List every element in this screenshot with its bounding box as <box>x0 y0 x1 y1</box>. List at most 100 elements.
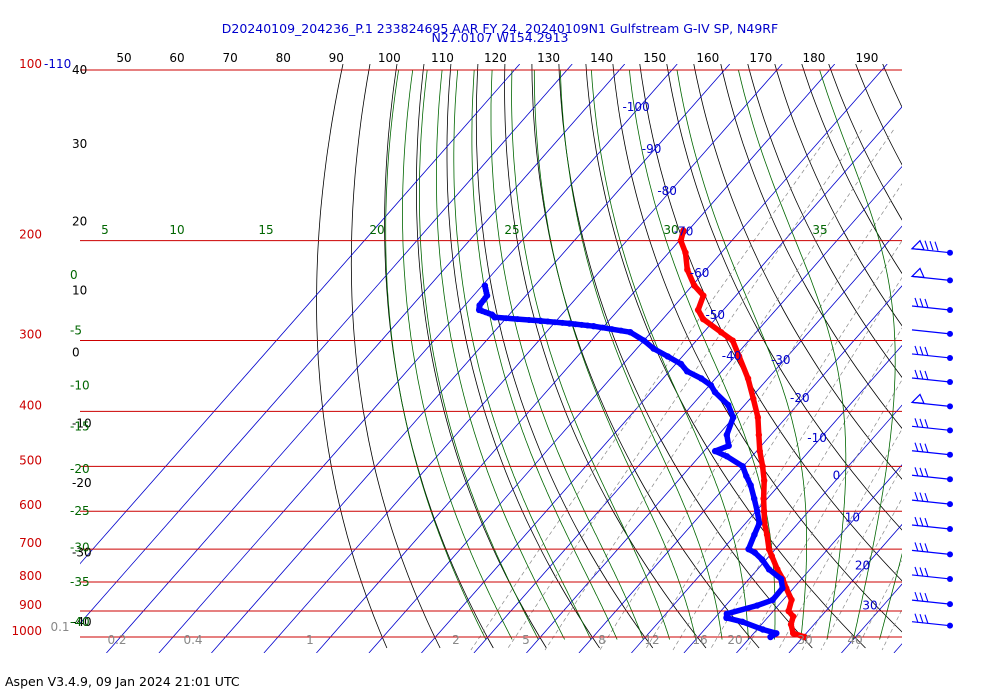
data-point <box>777 575 785 583</box>
pressure-tick-label: 100 <box>19 57 42 71</box>
wind-barb-feather <box>919 418 924 428</box>
isotherm-label: -50 <box>705 308 725 322</box>
wind-barb-feather <box>914 467 919 477</box>
data-point <box>763 531 771 538</box>
data-point <box>725 401 732 409</box>
isotherm-label: -70 <box>674 225 694 239</box>
dry-adiabat-line <box>693 64 902 480</box>
wind-barb-feather <box>919 567 924 577</box>
pressure-tick-label: 300 <box>19 328 42 342</box>
wind-barb-feather <box>924 567 929 578</box>
data-point <box>756 520 763 527</box>
moist-adiabat-line <box>453 69 592 640</box>
data-point <box>691 282 698 289</box>
data-point <box>760 477 768 484</box>
data-point <box>751 549 759 556</box>
plot-area <box>80 64 1000 653</box>
data-point <box>756 447 763 455</box>
wind-barb-pennant <box>910 239 925 251</box>
data-point <box>711 447 719 455</box>
left-scale-label: 0 <box>72 346 80 360</box>
wind-barb-feather <box>919 443 924 453</box>
wind-barb-station <box>947 451 953 458</box>
wind-barb-pennant <box>910 393 925 405</box>
data-point <box>723 453 731 460</box>
pressure-tick-label: 900 <box>19 598 42 612</box>
moist-adiabat-line <box>559 69 723 640</box>
data-point <box>680 227 687 234</box>
wind-barb-station <box>947 306 953 313</box>
isotherm-label: -80 <box>657 184 677 198</box>
isotherm-label: -30 <box>771 353 791 367</box>
moist-adiabat-line <box>511 69 670 640</box>
mixing-ratio-label: 0.1 <box>50 620 69 634</box>
wind-barb-staff <box>911 329 951 335</box>
theta-e-label: 20 <box>369 223 384 237</box>
data-point <box>745 545 752 553</box>
wind-barb-feather <box>914 442 919 452</box>
wind-barb-feather <box>914 491 919 502</box>
mixing-ratio-line <box>544 129 894 651</box>
left-scale-label: 30 <box>72 137 87 151</box>
wind-barb-feather <box>924 543 929 553</box>
data-point <box>698 375 705 382</box>
mixing-ratio-line <box>777 428 902 651</box>
dry-adiabat-line <box>531 64 760 649</box>
data-point <box>769 596 776 604</box>
mixing-ratio-line <box>470 129 833 651</box>
wind-barb-station <box>947 277 953 284</box>
mixing-ratio-label: 20 <box>727 633 742 647</box>
data-point <box>482 285 489 292</box>
mixing-ratio-label: 12 <box>644 633 659 647</box>
moist-adiabat-line <box>385 69 487 640</box>
pressure-tick-label: 200 <box>19 228 42 242</box>
left-scale-label: -10 <box>72 416 92 430</box>
data-point <box>699 315 707 323</box>
wind-barb-station <box>947 330 953 337</box>
wind-barb-feather <box>924 517 929 528</box>
wind-barb-feather <box>924 443 929 453</box>
top-scale-label: 180 <box>802 51 825 65</box>
isotherm-label: -100 <box>622 100 649 114</box>
mixing-ratio-line <box>801 466 902 651</box>
moist-adiabat-line <box>436 69 565 640</box>
isotherm-label: -90 <box>642 142 662 156</box>
wind-barb-feather <box>919 370 924 380</box>
data-point <box>773 630 780 637</box>
theta-e-label: 15 <box>258 223 273 237</box>
isotherm-label: -10 <box>807 431 827 445</box>
top-scale-label: 90 <box>329 51 344 65</box>
mixing-ratio-line <box>506 129 863 651</box>
wind-barb-feather <box>914 369 919 380</box>
dry-adiabat-line <box>504 64 707 649</box>
isotherm-label: 10 <box>845 510 860 524</box>
wind-barb <box>911 297 953 313</box>
dry-adiabat-line <box>416 64 547 649</box>
wind-barb-feather <box>919 492 924 502</box>
moist-adiabat-line <box>490 69 644 640</box>
data-point <box>700 292 707 299</box>
pressure-tick-label: 1000 <box>11 624 42 638</box>
left-scale-label: 40 <box>72 63 87 77</box>
data-point <box>760 508 768 515</box>
mixing-ratio-line <box>745 379 902 651</box>
pressure-tick-label: 500 <box>19 453 42 467</box>
wind-barb-feather <box>919 613 924 624</box>
moist-adiabat-line <box>819 69 896 640</box>
top-scale-label: 160 <box>696 51 719 65</box>
dry-adiabat-line <box>937 64 1000 648</box>
mixing-ratio-label: 8 <box>598 633 606 647</box>
wind-barb <box>911 613 953 629</box>
isotherm-line <box>106 64 626 653</box>
data-point <box>682 249 689 256</box>
series-line-dewpoint <box>476 282 786 640</box>
moist-adiabat-label: -5 <box>70 323 82 337</box>
isotherm-label: 0 <box>833 469 841 483</box>
data-point <box>729 414 737 421</box>
data-point <box>739 463 746 470</box>
data-point <box>760 495 767 502</box>
moist-adiabat-line <box>879 552 902 640</box>
data-point <box>717 328 725 336</box>
top-scale-label: 170 <box>749 51 772 65</box>
